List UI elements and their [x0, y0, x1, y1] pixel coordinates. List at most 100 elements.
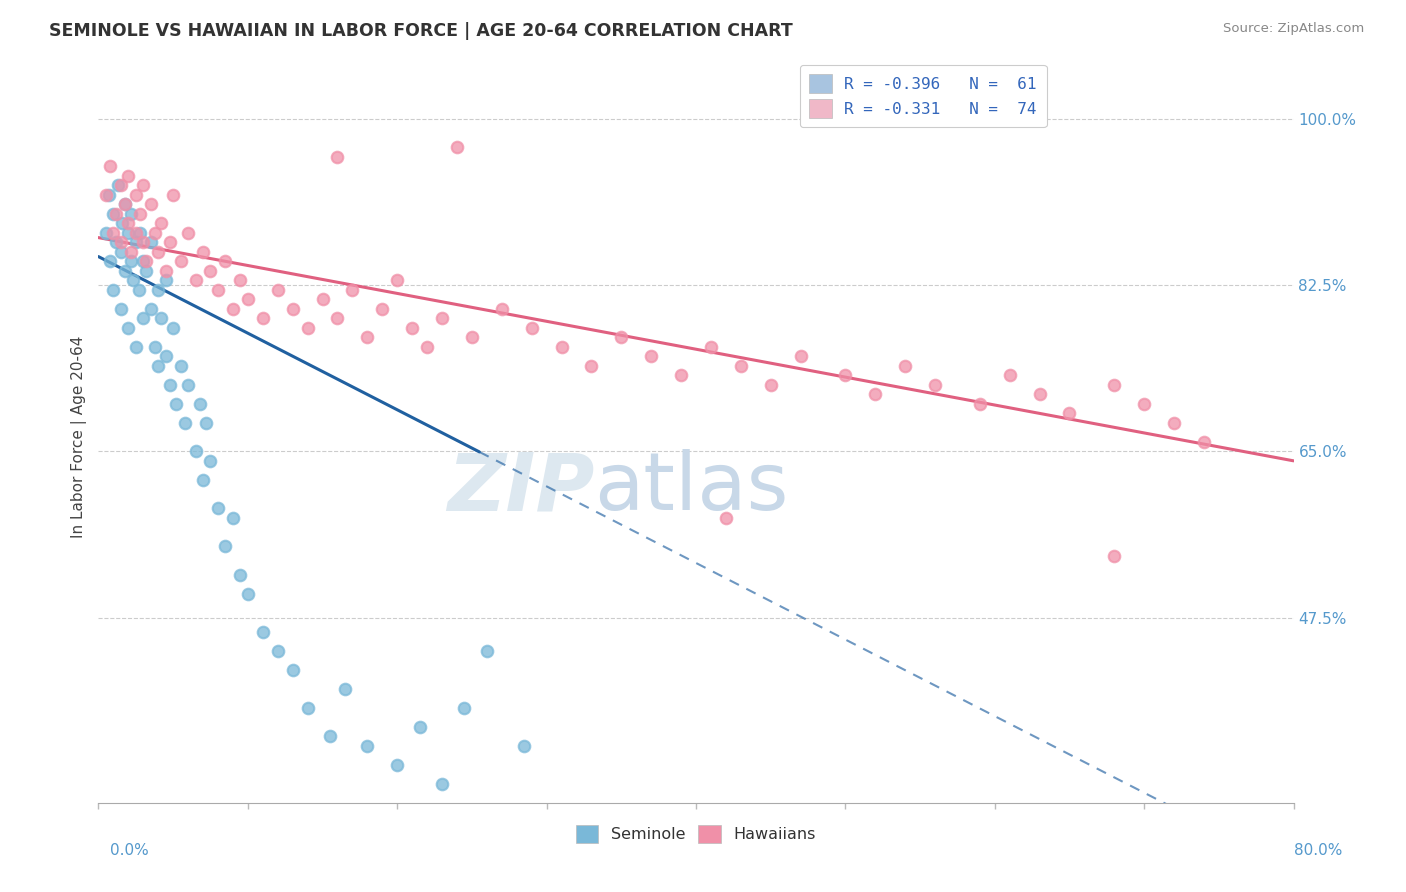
Point — [789, 349, 811, 363]
Point — [356, 739, 378, 753]
Point — [834, 368, 856, 383]
Point — [117, 321, 139, 335]
Point — [453, 701, 475, 715]
Point — [107, 178, 129, 193]
Point — [132, 178, 155, 193]
Point — [207, 283, 229, 297]
Point — [114, 197, 136, 211]
Point — [333, 681, 356, 696]
Text: ZIP: ZIP — [447, 450, 595, 527]
Point — [110, 301, 132, 316]
Point — [155, 349, 177, 363]
Point — [252, 624, 274, 639]
Point — [1133, 397, 1156, 411]
Point — [311, 293, 333, 307]
Point — [430, 777, 453, 791]
Legend: Seminole, Hawaiians: Seminole, Hawaiians — [569, 819, 823, 850]
Point — [550, 340, 572, 354]
Text: SEMINOLE VS HAWAIIAN IN LABOR FORCE | AGE 20-64 CORRELATION CHART: SEMINOLE VS HAWAIIAN IN LABOR FORCE | AG… — [49, 22, 793, 40]
Point — [114, 264, 136, 278]
Y-axis label: In Labor Force | Age 20-64: In Labor Force | Age 20-64 — [72, 336, 87, 538]
Point — [401, 321, 423, 335]
Point — [1163, 416, 1185, 430]
Point — [319, 729, 342, 743]
Point — [120, 207, 142, 221]
Point — [98, 159, 122, 173]
Point — [700, 340, 723, 354]
Point — [125, 340, 148, 354]
Point — [148, 244, 170, 259]
Point — [416, 340, 439, 354]
Point — [461, 330, 484, 344]
Point — [177, 226, 200, 240]
Point — [150, 311, 173, 326]
Point — [150, 216, 173, 230]
Point — [148, 359, 170, 373]
Point — [669, 368, 692, 383]
Point — [174, 416, 197, 430]
Point — [229, 273, 252, 287]
Point — [297, 321, 319, 335]
Point — [117, 169, 139, 183]
Point — [94, 187, 117, 202]
Point — [129, 226, 152, 240]
Point — [103, 207, 125, 221]
Point — [98, 254, 122, 268]
Point — [148, 283, 170, 297]
Point — [97, 187, 120, 202]
Point — [969, 397, 991, 411]
Point — [924, 377, 946, 392]
Point — [111, 216, 134, 230]
Point — [1028, 387, 1050, 401]
Point — [207, 501, 229, 516]
Point — [581, 359, 603, 373]
Point — [1104, 549, 1126, 563]
Point — [513, 739, 536, 753]
Point — [132, 311, 155, 326]
Point — [103, 283, 125, 297]
Point — [894, 359, 917, 373]
Point — [162, 187, 184, 202]
Point — [1104, 377, 1126, 392]
Point — [177, 377, 200, 392]
Point — [385, 273, 409, 287]
Point — [128, 283, 150, 297]
Point — [191, 244, 214, 259]
Point — [110, 235, 132, 250]
Point — [267, 283, 290, 297]
Point — [610, 330, 633, 344]
Point — [132, 235, 155, 250]
Point — [114, 197, 136, 211]
Point — [125, 226, 148, 240]
Point — [371, 301, 394, 316]
Point — [159, 235, 181, 250]
Point — [222, 511, 245, 525]
Point — [759, 377, 782, 392]
Point — [121, 273, 143, 287]
Point — [475, 644, 498, 658]
Point — [446, 140, 468, 154]
Point — [129, 207, 152, 221]
Point — [865, 387, 887, 401]
Point — [132, 254, 155, 268]
Point — [162, 321, 184, 335]
Point — [200, 264, 222, 278]
Point — [120, 244, 142, 259]
Point — [117, 226, 139, 240]
Point — [520, 321, 543, 335]
Point — [143, 340, 166, 354]
Point — [297, 701, 319, 715]
Text: atlas: atlas — [595, 450, 789, 527]
Point — [326, 311, 349, 326]
Point — [252, 311, 274, 326]
Point — [165, 397, 187, 411]
Point — [155, 273, 177, 287]
Point — [267, 644, 290, 658]
Point — [143, 226, 166, 240]
Point — [200, 454, 222, 468]
Point — [714, 511, 737, 525]
Text: 80.0%: 80.0% — [1295, 843, 1343, 858]
Point — [125, 235, 148, 250]
Point — [103, 226, 125, 240]
Point — [188, 397, 211, 411]
